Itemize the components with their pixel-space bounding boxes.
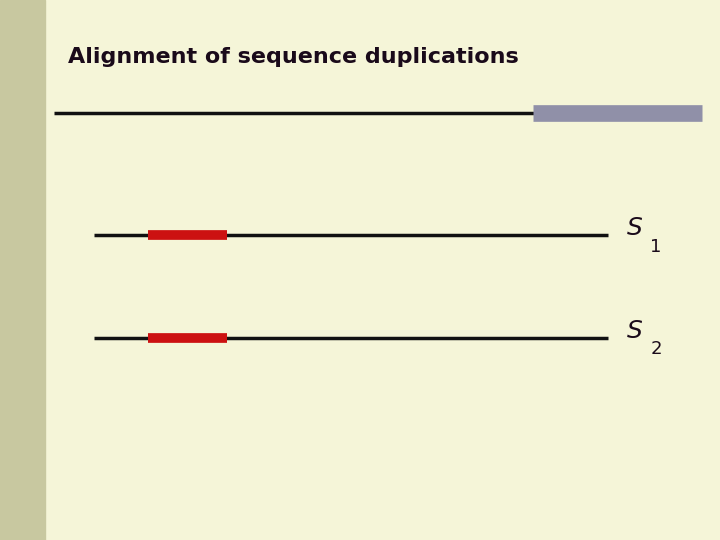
Text: Alignment of sequence duplications: Alignment of sequence duplications	[68, 46, 519, 67]
Bar	[0, 0, 45, 540]
Text: S: S	[626, 217, 642, 240]
Text: S: S	[626, 319, 642, 343]
Text: 1: 1	[650, 238, 662, 256]
Text: 2: 2	[650, 340, 662, 359]
